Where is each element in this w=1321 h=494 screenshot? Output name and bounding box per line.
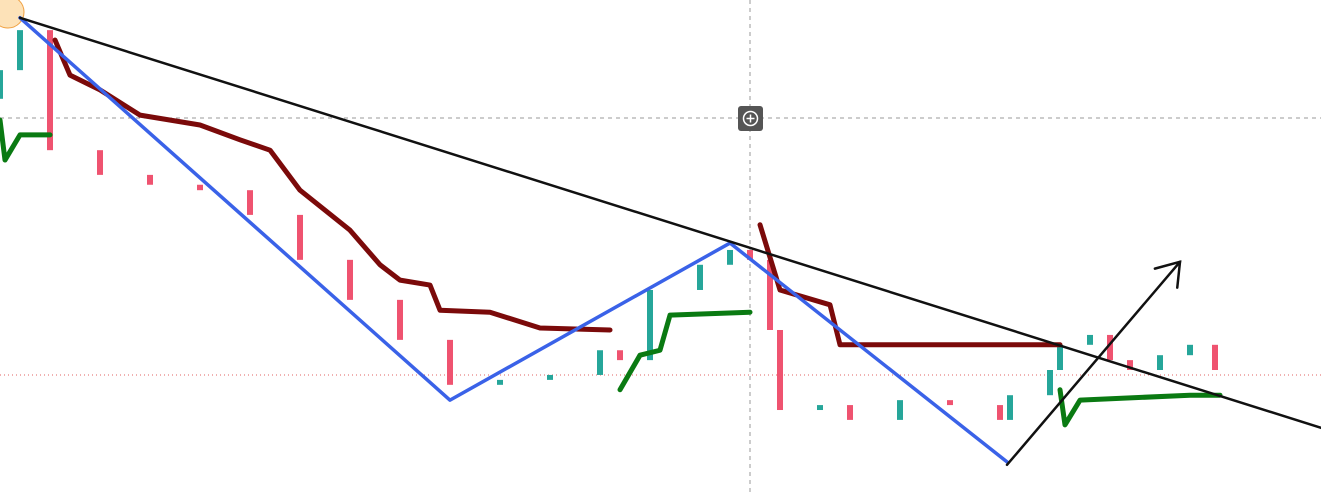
candle [647,289,653,361]
candle [1007,395,1013,420]
candle [197,184,203,191]
line [18,16,1009,464]
candle [497,379,503,385]
candle [147,174,153,185]
add-button[interactable] [738,106,763,131]
candle [1057,344,1063,371]
candle [297,214,303,260]
candle [947,400,953,406]
line [0,117,1223,428]
candle [777,329,783,411]
candle [347,259,353,300]
candle [697,264,703,290]
candle [1107,334,1113,361]
candle [0,70,3,99]
candle [1187,344,1193,356]
marks [0,16,1321,467]
candle [747,249,753,260]
candle [547,374,553,380]
candle [727,249,733,265]
candle [617,350,623,361]
candle [247,190,253,215]
anchor-handle[interactable] [0,0,25,29]
candle [1127,360,1133,371]
candle [997,405,1003,420]
candle [597,350,603,375]
candle [397,299,403,340]
line [52,37,1063,348]
candle [897,400,903,420]
candle [1212,344,1218,371]
candle [1157,355,1163,371]
candle [1047,370,1053,396]
candle [817,405,823,411]
candle [847,405,853,420]
candle [767,259,773,330]
candle [1087,334,1093,345]
line [18,16,1321,430]
candle [447,339,453,385]
line [1005,260,1182,467]
arrow-head [1153,260,1182,289]
candle [97,150,103,175]
candle [47,30,53,151]
candle [17,30,23,71]
